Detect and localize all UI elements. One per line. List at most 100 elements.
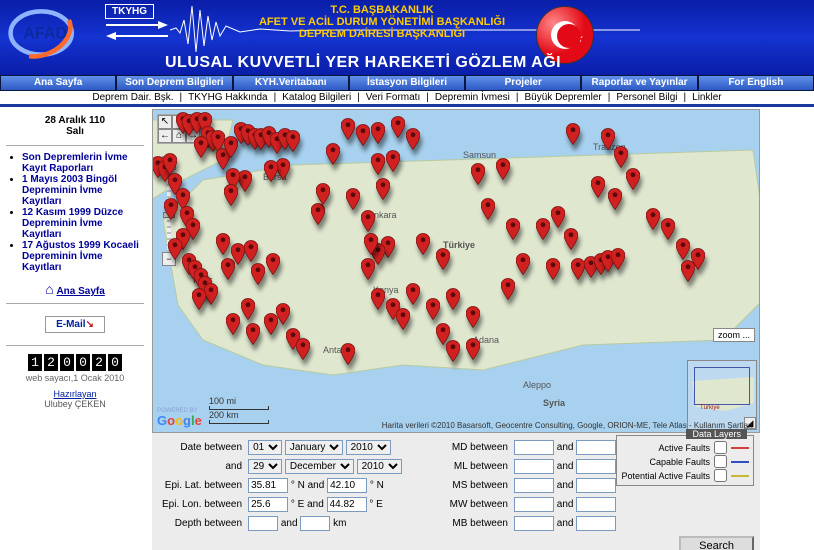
ml1-input[interactable]	[514, 459, 554, 474]
date-month2-select[interactable]: December	[285, 459, 354, 474]
map-marker[interactable]	[516, 253, 530, 275]
map-marker[interactable]	[501, 278, 515, 300]
map-marker[interactable]	[466, 306, 480, 328]
nav1-projeler[interactable]: Projeler	[465, 75, 581, 91]
date-year1-select[interactable]: 2010	[346, 440, 391, 455]
map-marker[interactable]	[536, 218, 550, 240]
map-marker[interactable]	[251, 263, 265, 285]
mb1-input[interactable]	[514, 516, 554, 531]
map-marker[interactable]	[546, 258, 560, 280]
depth2-input[interactable]	[300, 516, 330, 531]
map-marker[interactable]	[264, 313, 278, 335]
map-marker[interactable]	[311, 203, 325, 225]
map-marker[interactable]	[608, 188, 622, 210]
map-marker[interactable]	[446, 288, 460, 310]
map-marker[interactable]	[296, 338, 310, 360]
map-marker[interactable]	[564, 228, 578, 250]
nav1-english[interactable]: For English	[698, 75, 814, 91]
nav2-personel[interactable]: Personel Bilgi	[616, 92, 677, 103]
map-marker[interactable]	[361, 258, 375, 280]
map-marker[interactable]	[168, 238, 182, 260]
map-marker[interactable]	[216, 233, 230, 255]
map-marker[interactable]	[341, 118, 355, 140]
map-marker[interactable]	[316, 183, 330, 205]
zoom-text-button[interactable]: zoom ...	[713, 328, 755, 342]
map-marker[interactable]	[571, 258, 585, 280]
map-marker[interactable]	[661, 218, 675, 240]
map-marker[interactable]	[626, 168, 640, 190]
map-marker[interactable]	[364, 233, 378, 255]
map-marker[interactable]	[204, 283, 218, 305]
nav2-ivmesi[interactable]: Depremin İvmesi	[435, 92, 510, 103]
depth1-input[interactable]	[248, 516, 278, 531]
map-marker[interactable]	[246, 323, 260, 345]
nav1-ana-sayfa[interactable]: Ana Sayfa	[0, 75, 116, 91]
map-marker[interactable]	[611, 248, 625, 270]
layer-active-faults-checkbox[interactable]	[714, 441, 727, 454]
map-marker[interactable]	[361, 210, 375, 232]
date-year2-select[interactable]: 2010	[357, 459, 402, 474]
map-marker[interactable]	[241, 298, 255, 320]
map-marker[interactable]	[406, 128, 420, 150]
map-marker[interactable]	[244, 240, 258, 262]
date-month1-select[interactable]: January	[285, 440, 343, 455]
layer-capable-faults-checkbox[interactable]	[714, 455, 727, 468]
nav1-istasyon[interactable]: İstasyon Bilgileri	[349, 75, 465, 91]
map-marker[interactable]	[406, 283, 420, 305]
map-marker[interactable]	[614, 146, 628, 168]
map-marker[interactable]	[264, 160, 278, 182]
map-marker[interactable]	[371, 288, 385, 310]
ms1-input[interactable]	[514, 478, 554, 493]
nav2-deprem-dair[interactable]: Deprem Dair. Bşk.	[92, 92, 173, 103]
map-marker[interactable]	[371, 153, 385, 175]
map-marker[interactable]	[566, 123, 580, 145]
map-marker[interactable]	[231, 243, 245, 265]
lat2-input[interactable]	[327, 478, 367, 493]
map-marker[interactable]	[681, 260, 695, 282]
map-marker[interactable]	[386, 150, 400, 172]
sidebar-link-kocaeli[interactable]: 17 Ağustos 1999 Kocaeli Depreminin İvme …	[22, 240, 139, 273]
map-marker[interactable]	[194, 136, 208, 158]
map-marker[interactable]	[481, 198, 495, 220]
map-marker[interactable]	[224, 184, 238, 206]
map-marker[interactable]	[551, 206, 565, 228]
mw1-input[interactable]	[514, 497, 554, 512]
map-marker[interactable]	[601, 128, 615, 150]
map-marker[interactable]	[591, 176, 605, 198]
map-marker[interactable]	[276, 303, 290, 325]
map[interactable]: Türkiye İstanbul Ankara Izmir Bursa Kony…	[152, 109, 760, 433]
nav1-son-deprem[interactable]: Son Deprem Bilgileri	[116, 75, 232, 91]
email-button[interactable]: E-Mail↘	[45, 316, 105, 333]
map-marker[interactable]	[391, 116, 405, 138]
date-day1-select[interactable]: 01	[248, 440, 282, 455]
map-marker[interactable]	[426, 298, 440, 320]
map-marker[interactable]	[396, 308, 410, 330]
map-marker[interactable]	[376, 178, 390, 200]
map-marker[interactable]	[436, 248, 450, 270]
sidebar-home-link[interactable]: Ana Sayfa	[56, 286, 104, 297]
md1-input[interactable]	[514, 440, 554, 455]
map-marker[interactable]	[646, 208, 660, 230]
map-marker[interactable]	[496, 158, 510, 180]
map-marker[interactable]	[676, 238, 690, 260]
ms2-input[interactable]	[576, 478, 616, 493]
md2-input[interactable]	[576, 440, 616, 455]
mb2-input[interactable]	[576, 516, 616, 531]
map-marker[interactable]	[226, 313, 240, 335]
nav2-buyuk-dep[interactable]: Büyük Depremler	[525, 92, 602, 103]
sidebar-link-bingol[interactable]: 1 Mayıs 2003 Bingöl Depreminin İvme Kayı…	[22, 174, 117, 207]
pan-w-icon[interactable]: ←	[158, 129, 172, 143]
nav2-linkler[interactable]: Linkler	[692, 92, 721, 103]
map-marker[interactable]	[471, 163, 485, 185]
lat1-input[interactable]	[248, 478, 288, 493]
map-marker[interactable]	[326, 143, 340, 165]
layer-potential-faults-checkbox[interactable]	[714, 469, 727, 482]
nav2-katalog[interactable]: Katalog Bilgileri	[282, 92, 351, 103]
sidebar-link-son-depremler[interactable]: Son Depremlerin İvme Kayıt Raporları	[22, 152, 128, 174]
map-marker[interactable]	[356, 124, 370, 146]
search-button[interactable]: Search	[679, 536, 754, 550]
mw2-input[interactable]	[576, 497, 616, 512]
map-marker[interactable]	[371, 122, 385, 144]
map-marker[interactable]	[416, 233, 430, 255]
nav2-veri-formati[interactable]: Veri Formatı	[366, 92, 420, 103]
